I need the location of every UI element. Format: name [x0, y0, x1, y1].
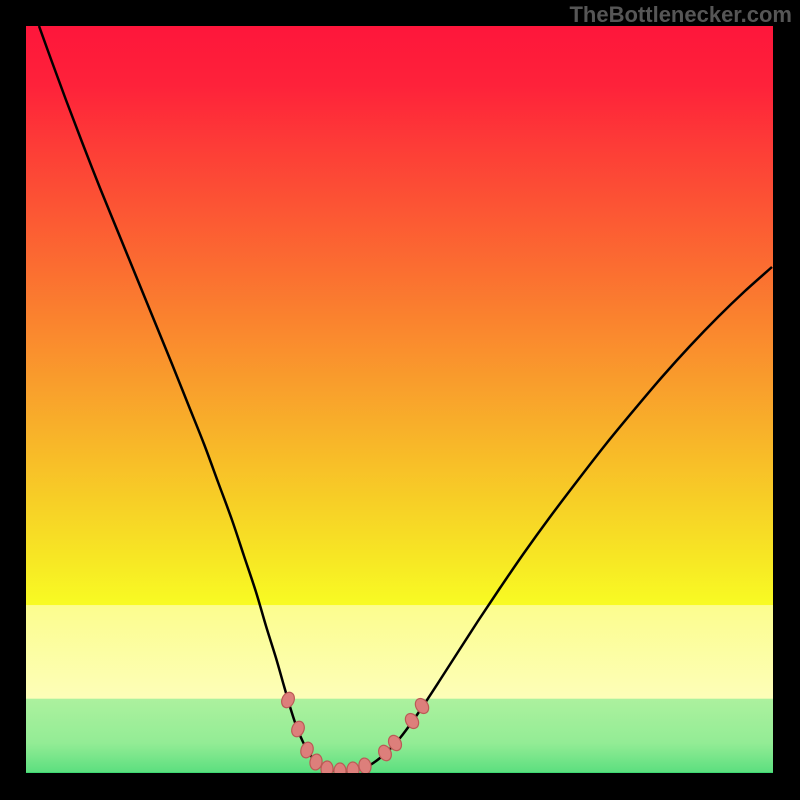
- gradient-background: [26, 26, 773, 773]
- chart-frame: TheBottlenecker.com: [0, 0, 800, 800]
- attribution-label: TheBottlenecker.com: [569, 2, 792, 28]
- data-marker: [321, 761, 334, 778]
- chart-svg: [0, 0, 800, 800]
- data-marker: [334, 763, 346, 779]
- data-marker: [346, 762, 359, 779]
